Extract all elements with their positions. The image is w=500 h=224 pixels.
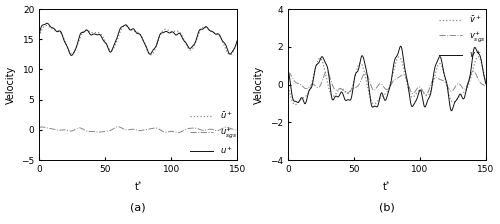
Legend: $\bar{v}^+$, $v_{sgs}^{+}$, $v^+$: $\bar{v}^+$, $v_{sgs}^{+}$, $v^+$ [439,13,486,60]
X-axis label: t$^{*}$: t$^{*}$ [134,180,143,193]
Text: (a): (a) [130,202,146,212]
X-axis label: t$^{*}$: t$^{*}$ [382,180,392,193]
Legend: $\bar{u}^+$, $u_{sgs}^{+}$, $u^+$: $\bar{u}^+$, $u_{sgs}^{+}$, $u^+$ [190,110,237,156]
Y-axis label: Velocity: Velocity [6,65,16,104]
Text: (b): (b) [379,202,394,212]
Y-axis label: Velocity: Velocity [254,65,264,104]
